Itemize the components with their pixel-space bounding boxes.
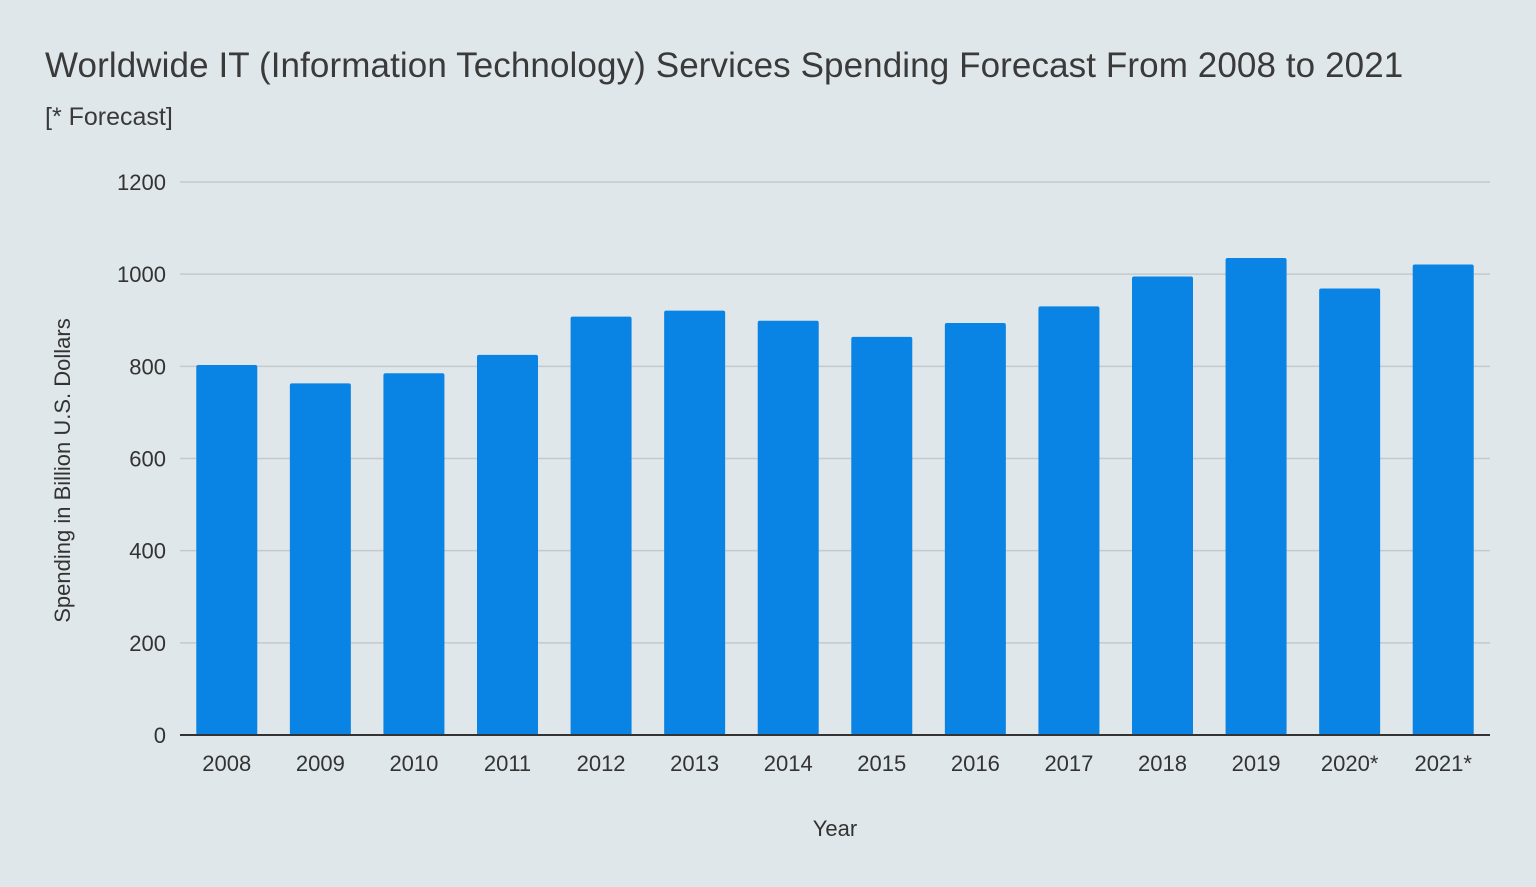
x-tick-label: 2011 [484,751,531,776]
chart-title: Worldwide IT (Information Technology) Se… [45,46,1404,85]
bar-2009 [289,383,351,735]
bar-2021-forecast [1412,264,1474,735]
bar-2010 [383,373,445,735]
y-tick-label: 200 [129,631,166,656]
bar-2016 [944,323,1006,735]
gridlines [180,181,1490,644]
bar-2008 [196,364,258,735]
x-axis-ticks: 2008 2009 2010 2011 2012 2013 2014 2015 2016 2017… [202,751,1472,776]
x-axis-title: Year [813,816,857,841]
x-tick-label: 2017 [1044,751,1093,776]
x-tick-label: 2008 [202,751,251,776]
bar-2020-forecast [1319,288,1381,735]
y-axis-title: Spending in Billion U.S. Dollars [50,318,75,623]
x-tick-label: 2018 [1138,751,1187,776]
y-tick-label: 0 [154,723,166,748]
y-tick-label: 400 [129,539,166,564]
x-tick-label: 2016 [951,751,1000,776]
y-tick-label: 800 [129,354,166,379]
x-tick-label: 2019 [1232,751,1281,776]
bar-2018 [1132,276,1193,735]
y-tick-label: 1000 [117,262,166,287]
x-tick-label: 2012 [577,751,626,776]
bars [196,258,1474,735]
x-tick-label: 2021* [1414,751,1472,776]
y-tick-label: 1200 [117,170,166,195]
bar-2012 [570,316,632,735]
bar-2013 [664,310,726,735]
bar-2014 [757,320,819,735]
y-axis-ticks: 0 200 400 600 800 1000 1200 [117,170,166,748]
x-tick-label: 2015 [857,751,906,776]
x-tick-label: 2020* [1321,751,1379,776]
x-tick-label: 2010 [389,751,438,776]
bar-2015 [851,336,913,735]
chart-subtitle: [* Forecast] [45,103,173,131]
bar-2017 [1038,306,1100,735]
bar-2011 [477,354,538,735]
x-tick-label: 2014 [764,751,813,776]
bar-2019 [1225,258,1287,735]
x-tick-label: 2013 [670,751,719,776]
y-tick-label: 600 [129,447,166,472]
x-tick-label: 2009 [296,751,345,776]
